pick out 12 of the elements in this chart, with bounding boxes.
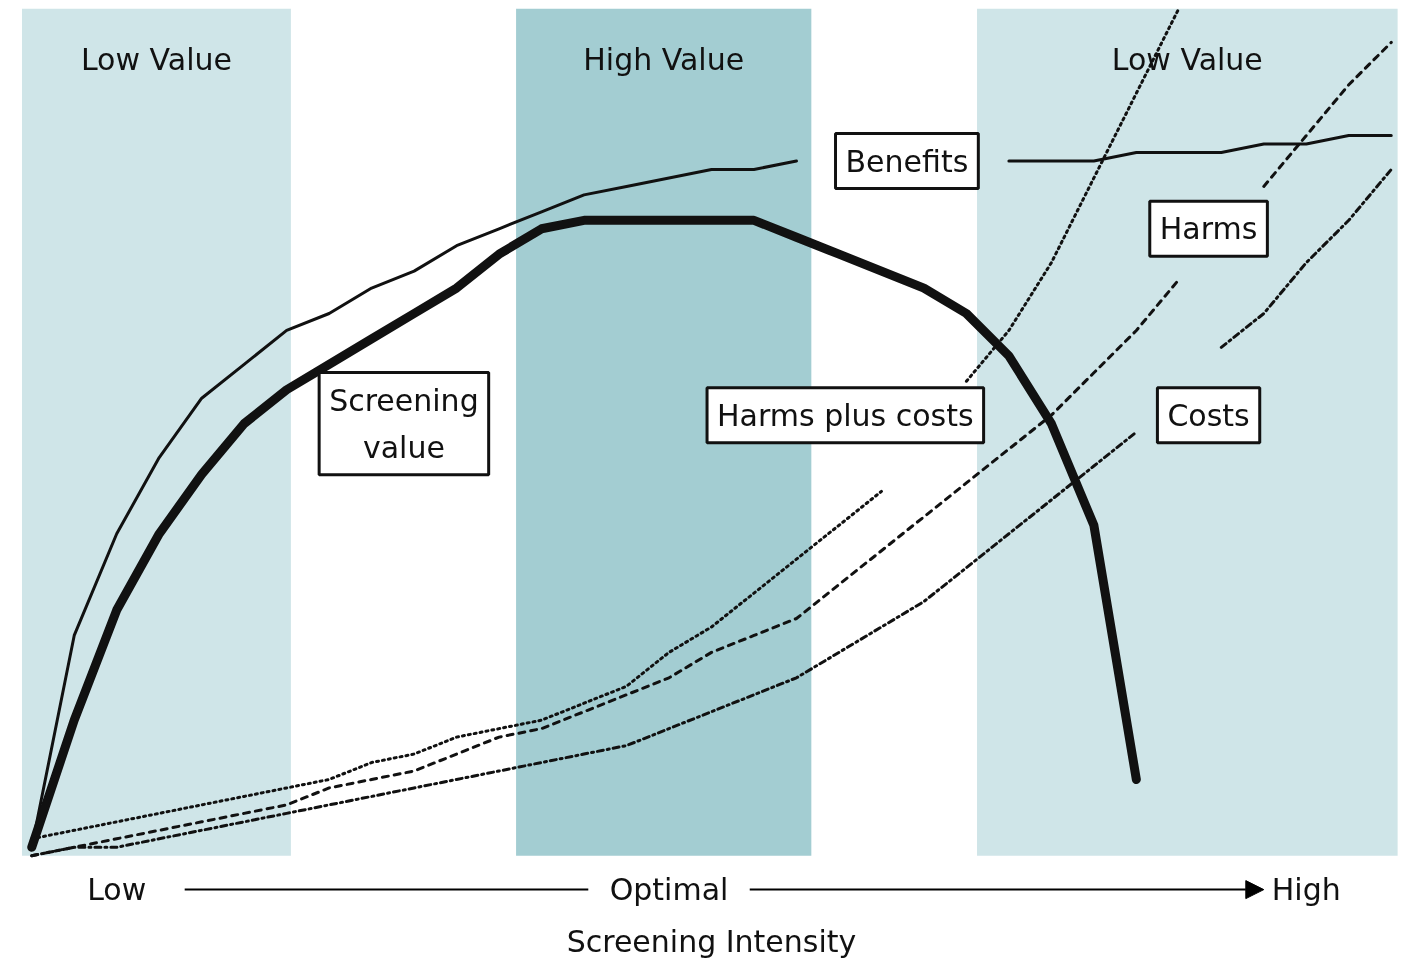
series-label: Harms plus costs	[717, 397, 974, 433]
x-tick-label: High	[1271, 872, 1341, 908]
x-tick-label: Optimal	[609, 872, 729, 908]
series-label: Costs	[1167, 397, 1250, 433]
annotation: Low Value	[1111, 41, 1263, 77]
x-axis-title: Screening Intensity	[566, 923, 857, 959]
annotation: Low Value	[80, 41, 232, 77]
x-tick-label: Low	[87, 872, 147, 908]
series-label: Benefits	[845, 143, 969, 179]
series-label: Harms	[1159, 211, 1258, 247]
annotation: High Value	[583, 41, 745, 77]
series-label: Screening value	[329, 382, 479, 465]
